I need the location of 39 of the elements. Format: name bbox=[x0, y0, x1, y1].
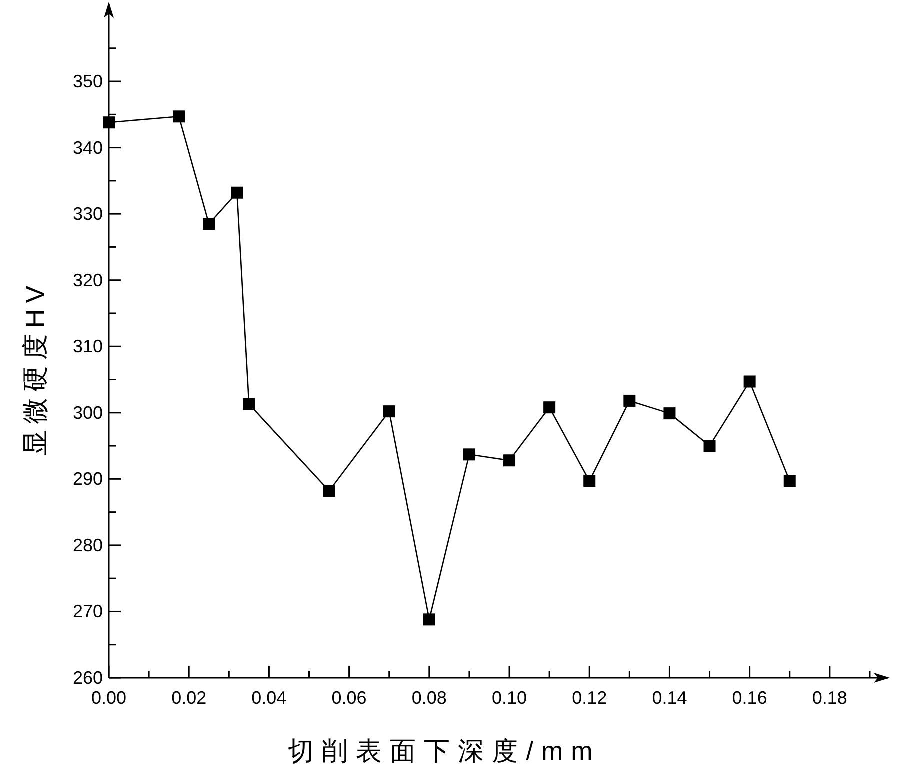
y-tick-label: 350 bbox=[72, 72, 103, 92]
point bbox=[624, 394, 636, 407]
point bbox=[423, 614, 436, 626]
point bbox=[173, 110, 186, 123]
point bbox=[243, 398, 256, 410]
x-tick-label: 0.02 bbox=[172, 688, 207, 708]
y-tick-label: 330 bbox=[72, 204, 103, 224]
x-tick-label: 0.08 bbox=[412, 688, 447, 708]
point bbox=[704, 440, 716, 452]
y-tick-label: 320 bbox=[72, 270, 103, 290]
point bbox=[203, 218, 216, 230]
point bbox=[664, 408, 676, 420]
y-tick-label: 260 bbox=[72, 668, 103, 688]
y-axis-title: 显微硬度HV bbox=[20, 280, 50, 456]
y-tick-label: 270 bbox=[72, 602, 103, 622]
point bbox=[323, 485, 336, 498]
point bbox=[231, 186, 244, 199]
x-tick-label: 0.18 bbox=[812, 688, 848, 708]
point bbox=[584, 475, 596, 488]
point bbox=[463, 448, 476, 461]
y-tick-label: 310 bbox=[72, 336, 103, 357]
point bbox=[544, 402, 556, 414]
x-tick-label: 0.04 bbox=[252, 688, 287, 708]
y-tick-label: 280 bbox=[72, 535, 103, 556]
x-tick-label: 0.12 bbox=[572, 688, 608, 708]
y-tick-label: 340 bbox=[72, 138, 103, 158]
point bbox=[383, 406, 396, 418]
x-axis-title: 切削表面下深度/mm bbox=[288, 736, 601, 766]
point bbox=[784, 475, 796, 488]
point bbox=[103, 116, 115, 129]
x-tick-label: 0.00 bbox=[91, 688, 127, 708]
x-tick-label: 0.14 bbox=[652, 688, 688, 708]
point bbox=[504, 454, 516, 467]
y-tick-label: 290 bbox=[72, 469, 103, 490]
y-tick-label: 300 bbox=[72, 402, 103, 423]
x-tick-label: 0.10 bbox=[492, 688, 528, 708]
x-tick-label: 0.16 bbox=[732, 688, 768, 708]
point bbox=[744, 376, 756, 388]
x-tick-label: 0.06 bbox=[332, 688, 367, 708]
